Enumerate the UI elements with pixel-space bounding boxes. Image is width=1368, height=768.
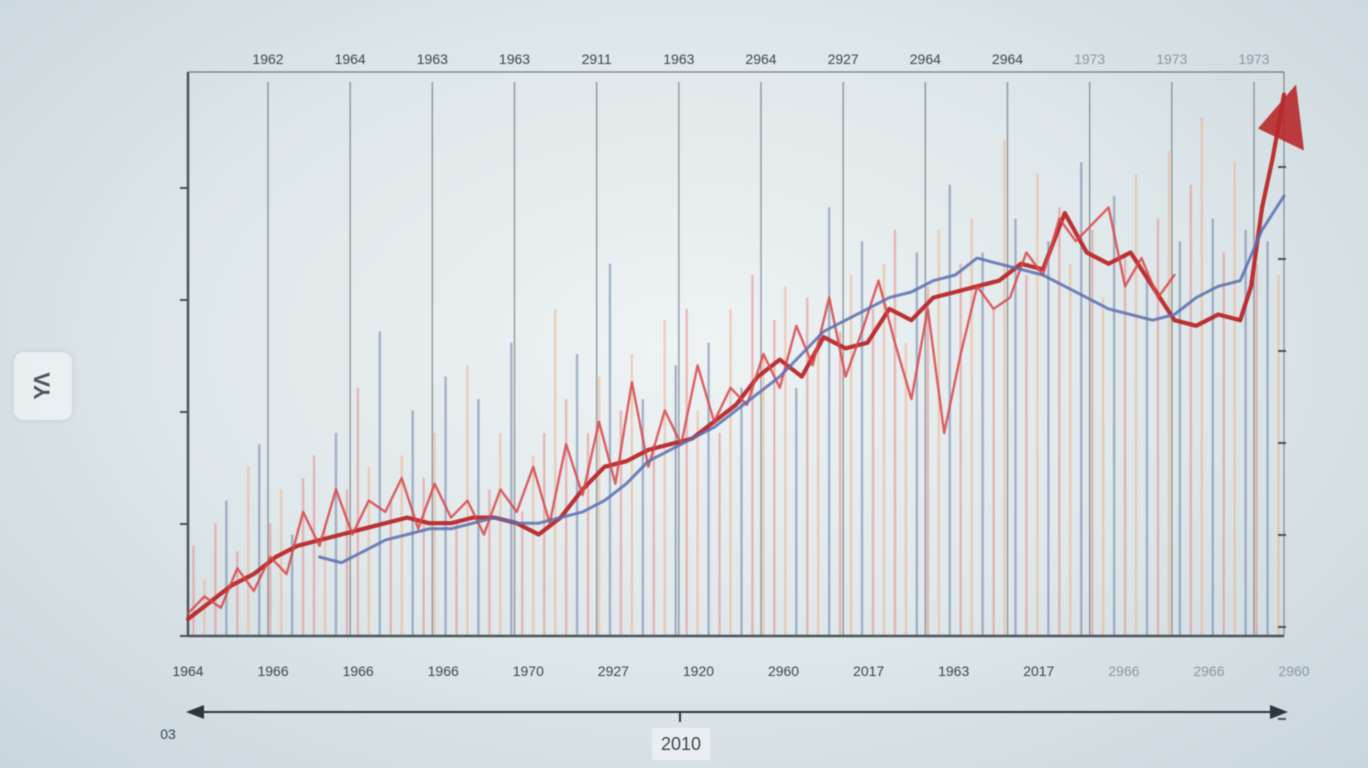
labels-layer: 1962 1964 1963 1963 2911 1963 2964 2927 2964 2964… — [160, 51, 1310, 742]
x-axis-label-box: 2010 — [652, 728, 710, 760]
top-tick-label-12: 1973 — [1238, 51, 1269, 67]
series-line-2 — [318, 194, 1286, 565]
bottom-tick-label-2: 1966 — [343, 663, 374, 679]
x-arrow-left-icon — [186, 705, 204, 719]
series-line-0 — [185, 92, 1287, 622]
top-tick-label-2: 1963 — [417, 51, 448, 67]
x-axis-label: 2010 — [660, 733, 702, 754]
bottom-tick-label-8: 2017 — [853, 663, 884, 679]
top-tick-label-7: 2927 — [828, 51, 859, 67]
top-tick-label-9: 2964 — [992, 51, 1023, 67]
bottom-tick-label-0: 1964 — [172, 663, 203, 679]
top-tick-label-0: 1962 — [252, 51, 283, 67]
top-tick-label-1: 1964 — [335, 51, 366, 67]
bottom-tick-label-11: 2966 — [1108, 663, 1139, 679]
top-tick-label-10: 1973 — [1074, 51, 1105, 67]
top-tick-label-8: 2964 — [910, 51, 941, 67]
bottom-tick-label-13: 2960 — [1278, 663, 1309, 679]
x-arrow-right-icon — [1270, 705, 1288, 719]
bottom-tick-label-3: 1966 — [428, 663, 459, 679]
bottom-tick-label-5: 2927 — [598, 663, 629, 679]
trend-arrow-icon — [1258, 84, 1304, 151]
bottom-tick-label-7: 2960 — [768, 663, 799, 679]
axes-layer — [180, 71, 1288, 722]
grid-layer — [267, 82, 1255, 636]
bottom-tick-label-4: 1970 — [513, 663, 544, 679]
y-axis-label-chip: ΥΛ — [14, 352, 72, 420]
top-tick-label-4: 2911 — [582, 51, 612, 67]
top-tick-label-5: 1963 — [663, 51, 694, 67]
bars-layer — [192, 117, 1280, 636]
top-tick-label-3: 1963 — [499, 51, 530, 67]
bottom-tick-label-9: 1963 — [938, 663, 969, 679]
top-tick-label-6: 2964 — [745, 51, 776, 67]
y-axis-label: ΥΛ — [29, 372, 55, 400]
series-layer — [185, 84, 1304, 622]
bottom-tick-label-10: 2017 — [1023, 663, 1054, 679]
bottom-tick-label-6: 1920 — [683, 663, 714, 679]
top-tick-label-11: 1973 — [1156, 51, 1187, 67]
bottom-tick-label-12: 2966 — [1193, 663, 1224, 679]
bottom-tick-label-1: 1966 — [257, 663, 288, 679]
y-tick-label-6: 03 — [160, 726, 176, 742]
